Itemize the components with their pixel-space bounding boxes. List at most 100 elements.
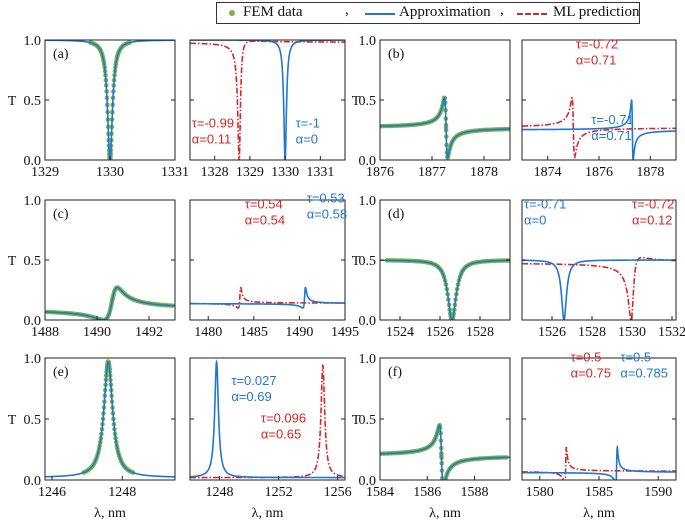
x-tick-label: 1329 <box>236 165 264 180</box>
x-tick-label: 1878 <box>636 165 664 180</box>
legend-approx-label: Approximation <box>399 4 491 20</box>
fem-points <box>384 258 510 320</box>
alpha-annotation: α=0.75 <box>571 366 611 381</box>
panel-2: 1328 1329 1330 1331 τ=-0.99α=0.11 τ=-1α=0 <box>189 39 346 180</box>
tau-annotation: τ=0.5 <box>571 350 602 365</box>
x-tick-label: 1590 <box>644 485 672 500</box>
y-axis-label: T <box>8 94 17 109</box>
y-tick-label: 0.0 <box>24 474 42 489</box>
y-axis-label: T <box>352 94 361 109</box>
y-tick-label: 1.0 <box>24 194 42 209</box>
tau-annotation: τ=0.54 <box>245 196 283 211</box>
panel-7: 1524 1526 1528 0.0 0.5 1.0 T (d) <box>352 194 511 340</box>
x-tick-label: 1252 <box>265 485 293 500</box>
alpha-annotation: α=0.12 <box>632 212 672 227</box>
x-tick-label: 1877 <box>418 165 446 180</box>
legend-separator-2: , <box>500 2 504 18</box>
alpha-annotation: α=0.11 <box>192 132 231 147</box>
x-axis-label: λ, nm <box>94 506 126 521</box>
y-tick-label: 0.5 <box>24 413 42 428</box>
panel-3: 1876 1877 1878 0.0 0.5 1.0 T (b) <box>352 34 511 180</box>
tau-annotation: τ=-0.71 <box>591 112 633 127</box>
alpha-annotation: α=0 <box>296 132 318 147</box>
x-tick-label: 1586 <box>413 485 441 500</box>
x-tick-label: 1585 <box>585 485 613 500</box>
x-axis-label: λ, nm <box>583 506 615 521</box>
x-tick-label: 1329 <box>31 165 59 180</box>
fem-point <box>441 483 446 488</box>
panel-5: 1488 1490 1492 0.0 0.5 1.0 T (c) <box>8 194 176 340</box>
x-tick-label: 1485 <box>240 325 268 340</box>
panel-label: (a) <box>53 47 69 62</box>
panel-label: (b) <box>388 47 405 62</box>
approximation-line <box>380 259 510 320</box>
legend-fem-marker <box>229 10 235 16</box>
alpha-annotation: α=0.65 <box>261 427 301 442</box>
x-tick-label: 1524 <box>386 325 414 340</box>
y-tick-label: 0.5 <box>359 94 377 109</box>
approximation-line <box>380 96 510 159</box>
alpha-annotation: α=0.69 <box>231 389 271 404</box>
x-tick-label: 1526 <box>538 325 566 340</box>
x-tick-label: 1530 <box>618 325 646 340</box>
y-tick-label: 0.5 <box>24 254 42 269</box>
y-tick-label: 1.0 <box>24 34 42 49</box>
fem-point <box>442 481 447 486</box>
x-tick-label: 1874 <box>534 165 562 180</box>
y-tick-label: 1.0 <box>24 352 42 367</box>
x-tick-label: 1330 <box>271 165 299 180</box>
alpha-annotation: α=0.71 <box>576 52 616 67</box>
approximation-line <box>522 444 676 480</box>
x-axis-label: λ, nm <box>429 506 461 521</box>
panel-label: (c) <box>53 207 69 222</box>
approximation-line <box>522 99 676 160</box>
y-tick-label: 1.0 <box>359 352 377 367</box>
y-tick-label: 0.0 <box>24 314 42 329</box>
approximation-line <box>522 259 676 320</box>
ml-prediction-line <box>190 286 345 309</box>
panel-label: (e) <box>53 365 69 380</box>
panel-6: 1480 1485 1490 1495 τ=0.54α=0.54 τ=0.53α=0.58 <box>189 190 359 340</box>
x-tick-label: 1876 <box>366 165 394 180</box>
panel-9: 1246 1248 0.0 0.5 1.0 Tλ, nm (e) <box>8 352 176 521</box>
alpha-annotation: α=0.58 <box>307 206 347 221</box>
tau-annotation: τ=-1 <box>296 116 320 131</box>
y-tick-label: 1.0 <box>359 34 377 49</box>
approximation-line <box>190 286 345 309</box>
legend: FEM data , Approximation , ML prediction <box>216 2 640 24</box>
tau-annotation: τ=-0.72 <box>632 196 674 211</box>
x-tick-label: 1330 <box>96 165 124 180</box>
x-tick-label: 1580 <box>526 485 554 500</box>
y-tick-label: 0.5 <box>359 254 377 269</box>
tau-annotation: τ=0.5 <box>620 350 651 365</box>
x-tick-label: 1246 <box>38 485 66 500</box>
y-axis-label: T <box>352 413 361 428</box>
fem-points <box>380 422 509 489</box>
y-tick-label: 0.0 <box>24 154 42 169</box>
y-tick-label: 0.5 <box>359 413 377 428</box>
x-tick-label: 1532 <box>658 325 685 340</box>
x-tick-label: 1328 <box>201 165 229 180</box>
tau-annotation: τ=0.027 <box>231 373 276 388</box>
panel-1: 1329 1330 1331 0.0 0.5 1.0 T (a) <box>8 34 189 180</box>
x-tick-label: 1528 <box>578 325 606 340</box>
x-tick-label: 1876 <box>585 165 613 180</box>
legend-approx-line <box>365 13 395 15</box>
approximation-line <box>45 40 175 160</box>
x-tick-label: 1492 <box>135 325 163 340</box>
alpha-annotation: α=0.785 <box>620 366 668 381</box>
approximation-line <box>45 360 175 478</box>
y-tick-label: 1.0 <box>359 194 377 209</box>
x-tick-label: 1331 <box>161 165 189 180</box>
panel-11: 1584 1586 1588 0.0 0.5 1.0 Tλ, nm (f) <box>352 352 511 521</box>
panel-label: (d) <box>388 207 405 222</box>
fem-points <box>81 359 136 475</box>
x-tick-label: 1488 <box>31 325 59 340</box>
panel-8: 1526 1528 1530 1532 τ=-0.71α=0 τ=-0.72α=0.12 <box>521 196 685 340</box>
fem-point <box>441 484 446 489</box>
x-tick-label: 1331 <box>306 165 334 180</box>
approximation-line <box>380 424 510 480</box>
